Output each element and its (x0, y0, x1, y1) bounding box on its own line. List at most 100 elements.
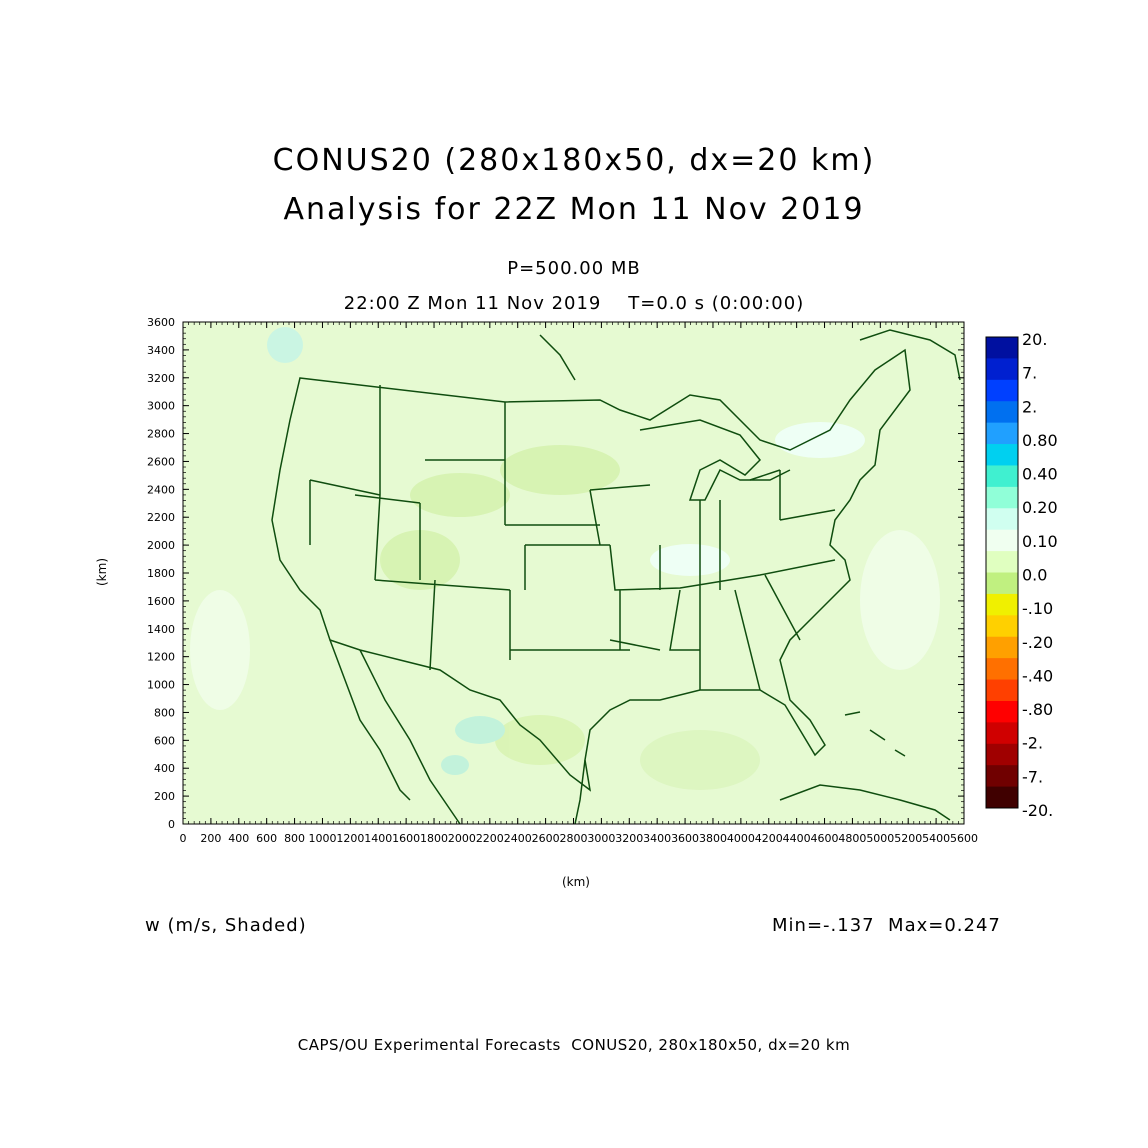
x-tick-label: 4200 (755, 832, 783, 845)
x-tick-label: 600 (256, 832, 277, 845)
colorbar-label: 0.20 (1022, 498, 1058, 517)
colorbar-swatch (986, 593, 1018, 616)
colorbar-swatch (986, 358, 1018, 381)
y-tick-label: 2600 (147, 455, 175, 468)
colorbar-swatch (986, 529, 1018, 552)
colorbar-swatch (986, 422, 1018, 445)
x-tick-label: 1200 (336, 832, 364, 845)
field-label: w (m/s, Shaded) (145, 915, 307, 936)
colorbar-label: 2. (1022, 397, 1037, 416)
y-axis-unit: (km) (95, 558, 109, 586)
mexico-inner-coast (359, 649, 461, 825)
x-tick-label: 2000 (448, 832, 476, 845)
colorbar-swatch (986, 508, 1018, 531)
y-axis-ticks: 0 200 400 600 800 1000 1200 1400 1600 1800 2000 220… (147, 316, 964, 831)
x-tick-label: 1000 (308, 832, 336, 845)
x-tick-label: 400 (228, 832, 249, 845)
x-tick-label: 1600 (392, 832, 420, 845)
y-tick-label: 400 (154, 762, 175, 775)
colorbar-frame (985, 336, 1019, 809)
colorbar-label: -7. (1022, 767, 1043, 786)
colorbar-swatch (986, 337, 1018, 359)
x-tick-label: 2400 (504, 832, 532, 845)
y-tick-label: 1800 (147, 567, 175, 580)
x-tick-label: 1800 (420, 832, 448, 845)
pressure-level: P=500.00 MB (507, 258, 641, 279)
x-tick-label: 3600 (671, 832, 699, 845)
great-lakes (639, 419, 791, 501)
colorbar-label: -.40 (1022, 666, 1053, 685)
colorbar-label: 20. (1022, 330, 1047, 349)
colorbar-swatch (986, 786, 1018, 809)
colorbar-swatch (986, 700, 1018, 723)
colorbar-swatch (986, 636, 1018, 659)
colorbar-label: 0.80 (1022, 431, 1058, 450)
x-axis-unit: (km) (562, 875, 590, 889)
valid-time: 22:00 Z Mon 11 Nov 2019 T=0.0 s (0:00:00… (343, 293, 805, 314)
colorbar-label: -.80 (1022, 700, 1053, 719)
y-tick-label: 3200 (147, 372, 175, 385)
colorbar-swatch (986, 765, 1018, 788)
mexico-coast (329, 639, 411, 801)
canada-coast (539, 329, 961, 381)
colorbar-label: 7. (1022, 364, 1037, 383)
colorbar-swatch (986, 444, 1018, 466)
y-tick-label: 600 (154, 734, 175, 747)
x-tick-label: 5000 (866, 832, 894, 845)
x-tick-label: 5600 (950, 832, 978, 845)
mexico-gulf-coast (574, 759, 586, 825)
colorbar-swatch (986, 743, 1018, 766)
colorbar-swatch (986, 551, 1018, 573)
x-tick-label: 3200 (615, 832, 643, 845)
boundary-lines (271, 329, 961, 825)
colorbar-swatch (986, 658, 1018, 681)
x-tick-label: 800 (284, 832, 305, 845)
y-tick-label: 0 (168, 818, 175, 831)
x-tick-label: 1400 (364, 832, 392, 845)
colorbar-swatch (986, 401, 1018, 424)
colorbar-swatch (986, 572, 1018, 595)
colorbar-swatch (986, 379, 1018, 402)
colorbar-swatch (986, 465, 1018, 488)
y-tick-label: 1600 (147, 595, 175, 608)
min-max-label: Min=-.137 Max=0.247 (772, 915, 1001, 936)
x-axis-ticks: 0 200 400 600 800 1000 1200 1400 1600 1800 2000 220… (180, 322, 978, 845)
y-tick-label: 2000 (147, 539, 175, 552)
x-tick-label: 2600 (532, 832, 560, 845)
x-tick-label: 4600 (811, 832, 839, 845)
x-tick-label: 3400 (643, 832, 671, 845)
colorbar-label: 0.40 (1022, 465, 1058, 484)
footer-credit: CAPS/OU Experimental Forecasts CONUS20, … (297, 1036, 851, 1054)
y-tick-label: 200 (154, 790, 175, 803)
bahamas (844, 711, 906, 757)
colorbar-swatch (986, 615, 1018, 638)
y-tick-label: 3600 (147, 316, 175, 329)
colorbar-label: -.20 (1022, 633, 1053, 652)
x-tick-label: 3800 (699, 832, 727, 845)
colorbar-label: -2. (1022, 734, 1043, 753)
colorbar-label: -20. (1022, 801, 1053, 820)
colorbar-label: 0.0 (1022, 566, 1047, 585)
colorbar-swatch (986, 486, 1018, 509)
x-tick-label: 5400 (922, 832, 950, 845)
x-tick-label: 3000 (587, 832, 615, 845)
x-tick-label: 2800 (560, 832, 588, 845)
x-tick-label: 4000 (727, 832, 755, 845)
colorbar-label: -.10 (1022, 599, 1053, 618)
y-tick-label: 3000 (147, 400, 175, 413)
colorbar-swatch (986, 679, 1018, 702)
y-tick-label: 1200 (147, 651, 175, 664)
y-tick-label: 1000 (147, 679, 175, 692)
y-tick-label: 2200 (147, 511, 175, 524)
cuba (779, 784, 951, 821)
y-tick-label: 2400 (147, 483, 175, 496)
us-outline (271, 348, 911, 792)
x-tick-label: 2200 (476, 832, 504, 845)
x-tick-label: 4800 (838, 832, 866, 845)
y-tick-label: 3400 (147, 344, 175, 357)
y-tick-label: 1400 (147, 623, 175, 636)
x-tick-label: 5200 (894, 832, 922, 845)
shading-patches (190, 327, 940, 790)
plot-title-line1: CONUS20 (280x180x50, dx=20 km) (272, 143, 876, 178)
